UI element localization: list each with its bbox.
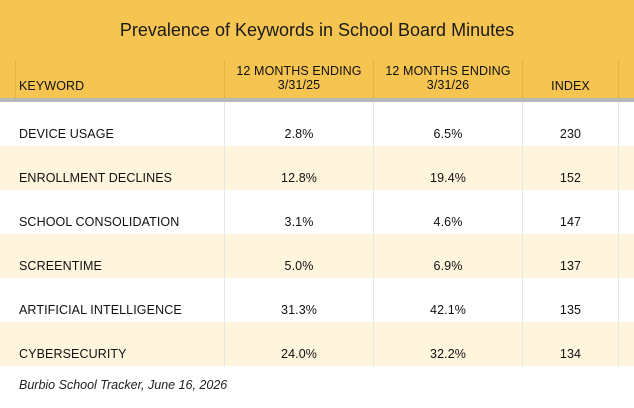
table-row: SCREENTIME 5.0% 6.9% 137 <box>0 234 634 278</box>
grid-line <box>15 60 16 98</box>
grid-line <box>618 102 619 146</box>
grid-line <box>373 322 374 366</box>
grid-line <box>373 278 374 322</box>
table-row: SCHOOL CONSOLIDATION 3.1% 4.6% 147 <box>0 190 634 234</box>
source-note: Burbio School Tracker, June 16, 2026 <box>19 378 228 392</box>
index-cell: 135 <box>559 303 582 317</box>
index-cell: 152 <box>559 171 582 185</box>
grid-line <box>522 278 523 322</box>
grid-line <box>373 146 374 190</box>
period-1-cell: 31.3% <box>281 303 317 317</box>
column-header-period-1-line1: 12 MONTHS ENDING <box>236 64 362 78</box>
period-2-cell: 6.5% <box>433 127 463 141</box>
grid-line <box>224 190 225 234</box>
column-header-period-1: 12 MONTHS ENDING 3/31/25 <box>225 60 373 98</box>
index-cell: 137 <box>559 259 582 273</box>
grid-line <box>618 278 619 322</box>
keyword-cell: DEVICE USAGE <box>19 127 114 141</box>
column-header-period-1-line2: 3/31/25 <box>277 78 321 92</box>
table-title-bar: Prevalence of Keywords in School Board M… <box>0 0 634 60</box>
grid-line <box>373 234 374 278</box>
column-header-index-label: INDEX <box>551 79 590 93</box>
grid-line <box>618 60 619 98</box>
period-1-cell: 2.8% <box>284 127 314 141</box>
column-header-index: INDEX <box>523 60 618 98</box>
keyword-cell: ARTIFICIAL INTELLIGENCE <box>19 303 182 317</box>
index-cell: 230 <box>559 127 582 141</box>
period-1-cell: 24.0% <box>281 347 317 361</box>
period-2-cell: 32.2% <box>430 347 466 361</box>
grid-line <box>224 278 225 322</box>
column-header-keyword: KEYWORD <box>19 60 219 98</box>
period-2-cell: 19.4% <box>430 171 466 185</box>
grid-line <box>224 234 225 278</box>
index-cell: 134 <box>559 347 582 361</box>
grid-line <box>522 234 523 278</box>
period-2-cell: 6.9% <box>433 259 463 273</box>
grid-line <box>522 102 523 146</box>
table-row: ARTIFICIAL INTELLIGENCE 31.3% 42.1% 135 <box>0 278 634 322</box>
period-1-cell: 3.1% <box>284 215 314 229</box>
table-row: CYBERSECURITY 24.0% 32.2% 134 <box>0 322 634 366</box>
keyword-cell: SCHOOL CONSOLIDATION <box>19 215 180 229</box>
column-header-keyword-label: KEYWORD <box>19 79 85 93</box>
keyword-cell: CYBERSECURITY <box>19 347 127 361</box>
period-2-cell: 4.6% <box>433 215 463 229</box>
period-1-cell: 12.8% <box>281 171 317 185</box>
column-header-period-2: 12 MONTHS ENDING 3/31/26 <box>374 60 522 98</box>
grid-line <box>373 60 374 98</box>
grid-line <box>618 234 619 278</box>
grid-line <box>224 146 225 190</box>
column-header-period-2-line1: 12 MONTHS ENDING <box>385 64 511 78</box>
table-title: Prevalence of Keywords in School Board M… <box>119 19 515 40</box>
grid-line <box>522 60 523 98</box>
grid-line <box>224 60 225 98</box>
grid-line <box>618 322 619 366</box>
grid-line <box>373 102 374 146</box>
grid-line <box>618 190 619 234</box>
grid-line <box>224 322 225 366</box>
table-header: KEYWORD 12 MONTHS ENDING 3/31/25 12 MONT… <box>0 60 634 102</box>
grid-line <box>522 322 523 366</box>
grid-line <box>618 146 619 190</box>
index-cell: 147 <box>559 215 582 229</box>
table-row: DEVICE USAGE 2.8% 6.5% 230 <box>0 102 634 146</box>
table-row: ENROLLMENT DECLINES 12.8% 19.4% 152 <box>0 146 634 190</box>
column-header-period-2-line2: 3/31/26 <box>426 78 470 92</box>
period-2-cell: 42.1% <box>430 303 466 317</box>
grid-line <box>522 190 523 234</box>
keyword-cell: ENROLLMENT DECLINES <box>19 171 173 185</box>
keyword-cell: SCREENTIME <box>19 259 102 273</box>
period-1-cell: 5.0% <box>284 259 314 273</box>
grid-line <box>373 190 374 234</box>
grid-line <box>522 146 523 190</box>
grid-line <box>224 102 225 146</box>
